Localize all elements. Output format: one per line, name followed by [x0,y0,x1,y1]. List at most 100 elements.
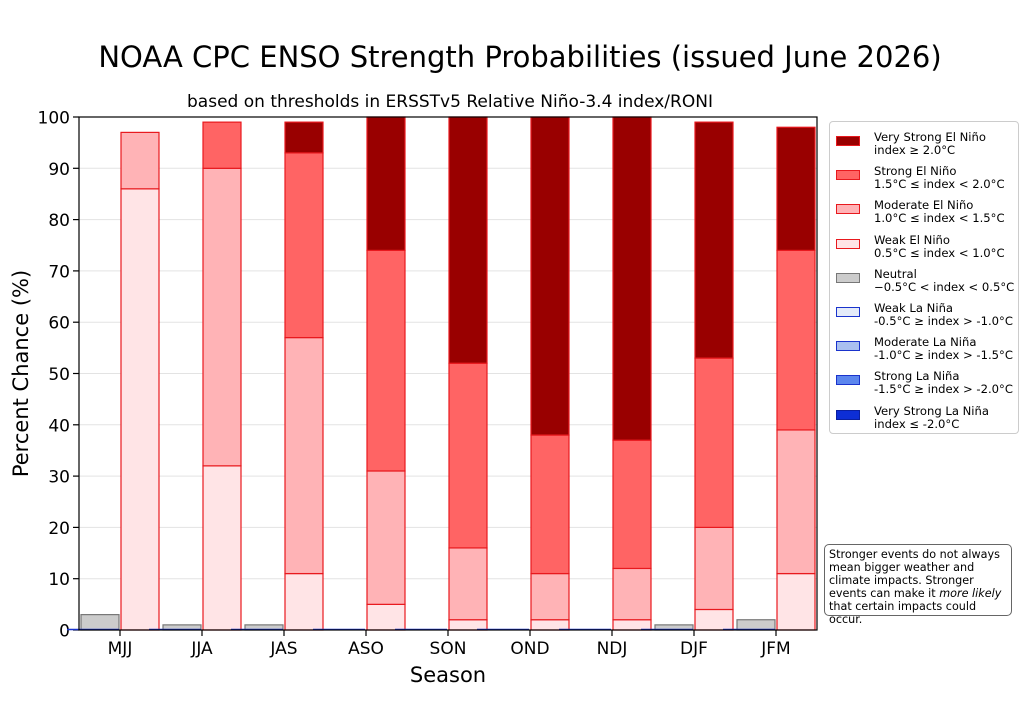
x-tick-label: JJA [190,639,213,659]
legend-label: Very Strong El Niño index ≥ 2.0°C [874,131,986,157]
y-tick-label: 30 [48,468,70,488]
bar-weak-el-ni-o-aso [366,603,406,631]
x-tick-label: NDJ [597,639,628,659]
bar-moderate-el-ni-o-ond [530,572,570,621]
bar-strong-el-ni-o-jfm [776,249,816,431]
x-tick-label: ASO [348,639,384,659]
x-tick-label: JFM [760,639,790,659]
bar-weak-el-ni-o-son [448,619,488,631]
y-tick-label: 100 [38,109,70,129]
bar-weak-el-ni-o-djf [694,608,734,631]
note-emphasis: more likely [939,587,1002,600]
bar-moderate-el-ni-o-aso [366,470,406,605]
bar-moderate-el-ni-o-jas [284,336,324,575]
x-tick-label: MJJ [108,639,133,659]
legend-swatch [836,170,860,181]
y-tick-label: 50 [48,365,70,385]
legend-label-range: 1.5°C ≤ index < 2.0°C [874,177,1005,192]
bar-neutral-mjj [80,614,120,631]
bar-strong-el-ni-o-jja [202,121,242,169]
bar-moderate-el-ni-o-son [448,547,488,621]
legend-swatch [836,136,860,146]
x-tick-label: DJF [680,639,708,659]
legend-swatch [836,341,860,352]
bar-very-strong-el-ni-o-ond [530,116,570,436]
plot-frame [78,116,818,631]
legend-label-name: Moderate La Niña [874,335,977,350]
bar-weak-el-ni-o-jas [284,572,324,631]
bar-strong-el-ni-o-jas [284,152,324,339]
bar-moderate-el-ni-o-jfm [776,429,816,575]
bar-weak-el-ni-o-jfm [776,572,816,631]
legend-label-range: -1.0°C ≥ index > -1.5°C [874,348,1013,363]
legend-label: Weak El Niño 0.5°C ≤ index < 1.0°C [874,232,1005,260]
legend-swatch [836,307,860,317]
y-tick-label: 60 [48,314,70,334]
bar-weak-el-ni-o-mjj [120,188,160,631]
bar-strong-el-ni-o-son [448,362,488,549]
bar-strong-el-ni-o-ndj [612,439,652,570]
bar-moderate-el-ni-o-ndj [612,567,652,621]
y-axis-label: Percent Chance (%) [9,270,33,477]
legend-label: Very Strong La Niña index ≤ -2.0°C [874,403,989,431]
y-tick-label: 10 [48,570,70,590]
y-tick-label: 20 [48,519,70,539]
chart-title: NOAA CPC ENSO Strength Probabilities (is… [98,40,942,74]
legend-label-name: Weak El Niño [874,232,950,247]
legend-label-range: -1.5°C ≥ index > -2.0°C [874,382,1013,397]
legend-label: Moderate La Niña -1.0°C ≥ index > -1.5°C [874,336,1013,362]
legend-label: Weak La Niña -0.5°C ≥ index > -1.0°C [874,302,1013,328]
chart-legend: Very Strong El Niño index ≥ 2.0°C Strong E… [829,121,1019,434]
chart-subtitle: based on thresholds in ERSSTv5 Relative … [187,92,713,112]
legend-swatch [836,204,860,215]
legend-swatch [836,409,860,420]
y-tick-label: 90 [48,160,70,180]
legend-label: Neutral −0.5°C < index < 0.5°C [874,266,1015,294]
bar-very-strong-el-ni-o-djf [694,121,734,359]
legend-label-range: 1.0°C ≤ index < 1.5°C [874,211,1005,226]
bar-very-strong-el-ni-o-son [448,116,488,364]
bar-moderate-el-ni-o-djf [694,526,734,611]
bar-strong-el-ni-o-djf [694,357,734,528]
bar-moderate-el-ni-o-jja [202,167,242,467]
legend-label-name: Weak La Niña [874,301,954,315]
legend-swatch [836,272,860,283]
y-tick-label: 70 [48,262,70,282]
bar-very-strong-el-ni-o-ndj [612,116,652,441]
bar-very-strong-el-ni-o-jfm [776,126,816,251]
bar-strong-el-ni-o-aso [366,249,406,472]
bar-very-strong-el-ni-o-aso [366,116,406,251]
bar-neutral-jfm [736,619,776,631]
legend-label-name: Moderate El Niño [874,198,974,213]
y-tick-label: 40 [48,416,70,436]
bar-weak-el-ni-o-ndj [612,619,652,631]
legend-label-name: Very Strong La Niña [874,403,989,418]
x-tick-label: JAS [269,639,297,659]
legend-label-name: Strong El Niño [874,164,957,179]
bar-moderate-el-ni-o-mjj [120,131,160,190]
legend-label-name: Strong La Niña [874,369,960,384]
legend-label: Moderate El Niño 1.0°C ≤ index < 1.5°C [874,199,1005,225]
bar-weak-el-ni-o-jja [202,465,242,631]
note-text-1: Stronger events do not always mean bigge… [829,548,1000,600]
bar-weak-el-ni-o-ond [530,619,570,631]
legend-label-range: index ≥ 2.0°C [874,143,956,157]
legend-label-name: Neutral [874,266,917,281]
bar-strong-el-ni-o-ond [530,434,570,575]
x-tick-label: SON [430,639,467,659]
legend-label-range: index ≤ -2.0°C [874,416,960,431]
legend-label: Strong El Niño 1.5°C ≤ index < 2.0°C [874,165,1005,191]
legend-label-range: −0.5°C < index < 0.5°C [874,279,1015,294]
x-tick-label: OND [510,639,549,659]
legend-label-range: 0.5°C ≤ index < 1.0°C [874,245,1005,260]
x-axis-label: Season [410,663,486,687]
legend-label-name: Very Strong El Niño [874,130,986,144]
legend-label: Strong La Niña -1.5°C ≥ index > -2.0°C [874,370,1013,396]
y-tick-label: 0 [59,622,70,642]
chart-note: Stronger events do not always mean bigge… [824,544,1012,626]
bar-very-strong-el-ni-o-jas [284,121,324,154]
legend-swatch [836,238,860,249]
note-text-2: that certain impacts could occur. [829,600,977,626]
y-tick-label: 80 [48,211,70,231]
